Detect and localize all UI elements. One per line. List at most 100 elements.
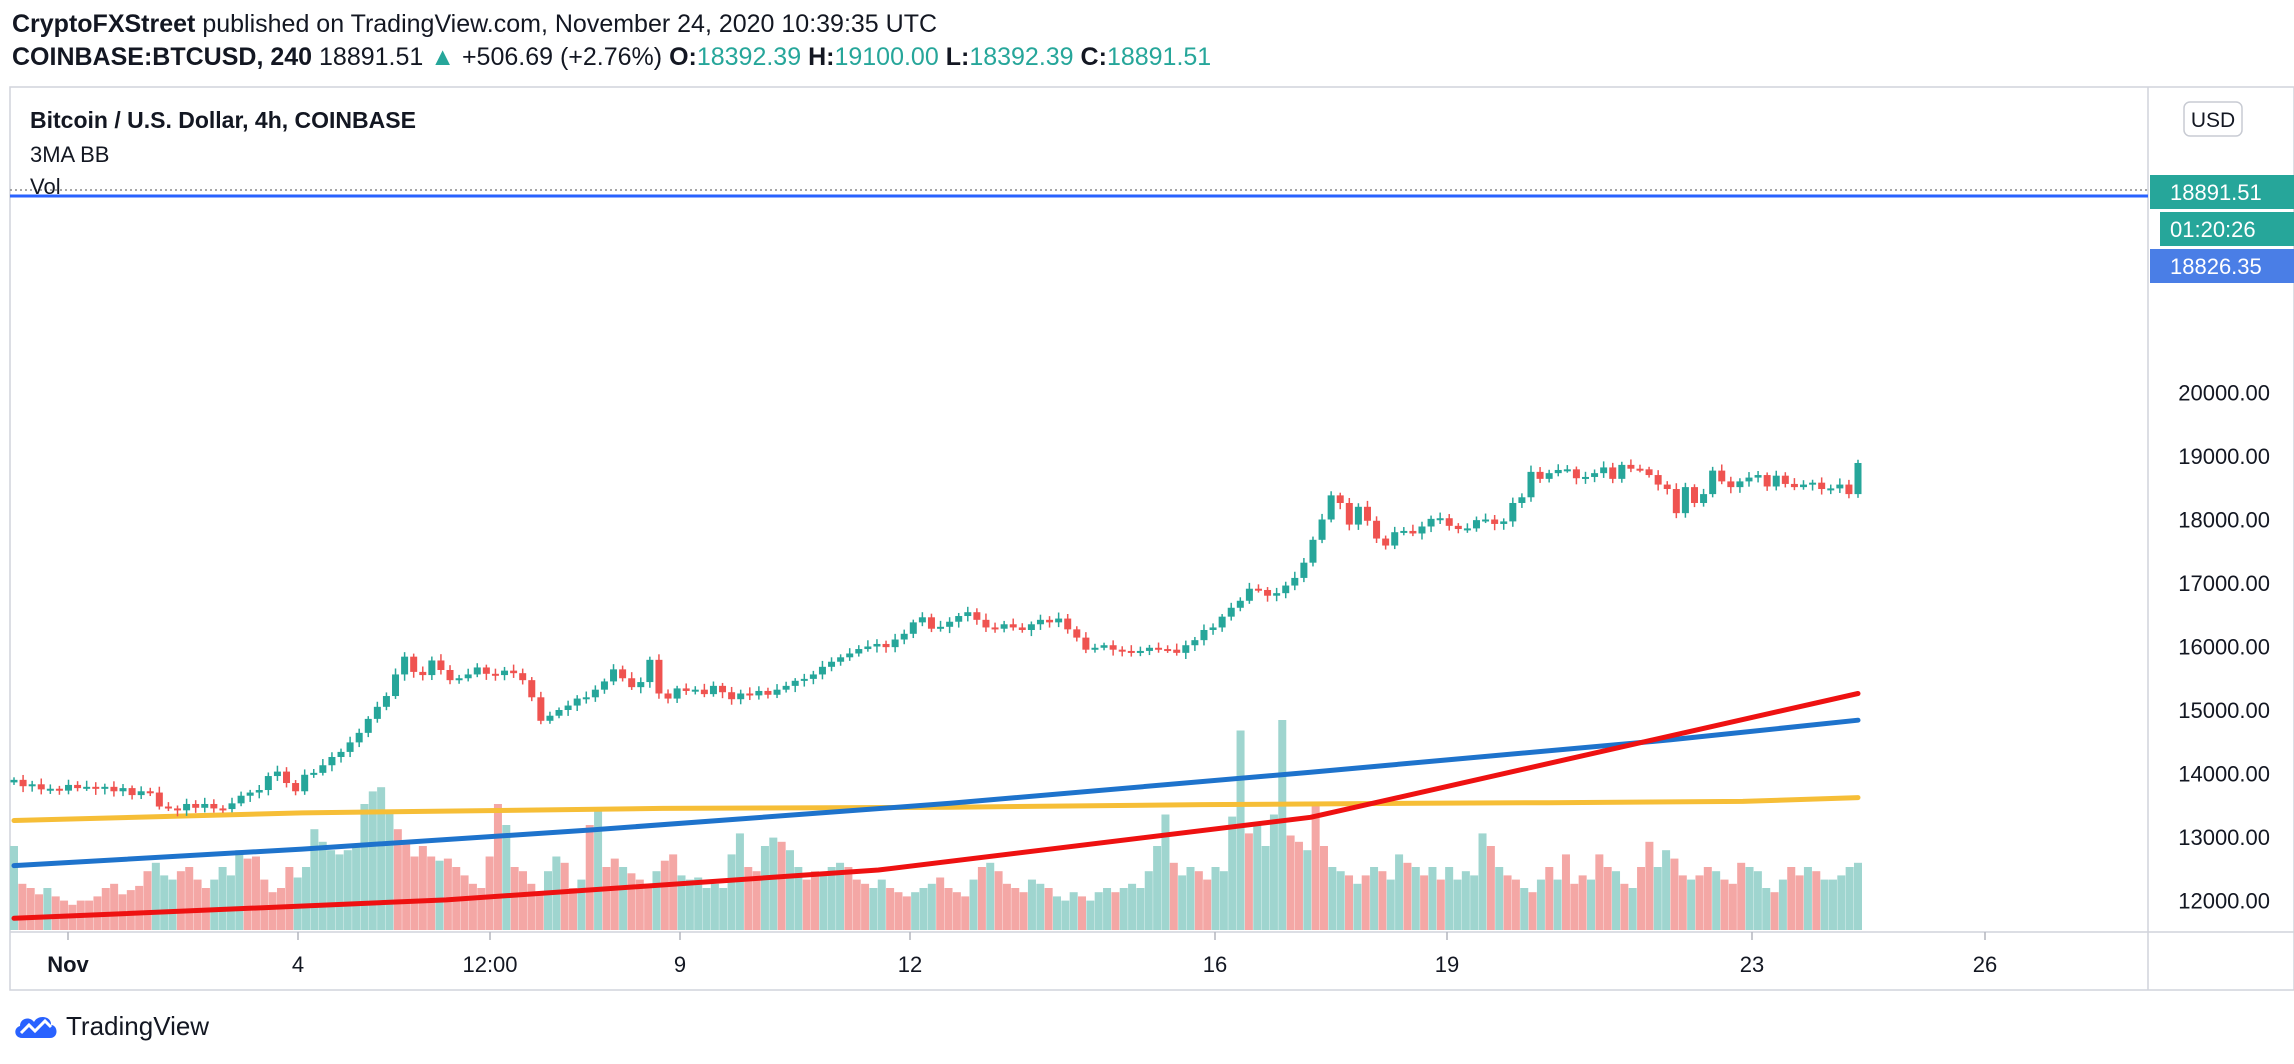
countdown-badge: 01:20:26 [2160,212,2294,246]
volume-bar [569,888,578,930]
candle-body [455,678,463,681]
candle-body [1264,589,1272,596]
reference-price-label: 18826.35 [2170,254,2262,279]
price-axis[interactable]: 12000.00 13000.00 14000.00 15000.00 16000.00… [2178,381,2270,914]
volume-bar [1486,846,1495,930]
candle-body [773,689,781,695]
candle-body [737,693,745,700]
candle [619,665,627,682]
tradingview-logo[interactable]: TradingView [12,1010,209,1042]
volume-bar [1495,867,1504,930]
candle-body [764,690,772,695]
volume-bar [1261,846,1270,930]
candle-body [473,667,481,675]
candle-body [1663,484,1671,490]
time-axis[interactable]: Nov 4 12:00 9 12 16 19 23 26 [47,932,1997,977]
candle-body [1618,464,1626,479]
candle [673,685,681,703]
candle-body [264,776,272,791]
candle-body [210,803,218,809]
candle [74,781,82,792]
candle [1363,500,1371,526]
volume-bar [360,804,369,930]
candle-body [1672,489,1680,514]
candle-body [1000,624,1008,629]
candle-body [882,643,890,648]
candle-body [537,697,545,721]
candle [155,786,163,810]
ma-mid-line[interactable] [11,717,1861,869]
ma-fast-line[interactable] [11,795,1861,823]
volume-bar [1294,841,1303,930]
candle [1127,645,1135,657]
candle [201,797,209,813]
currency-badge-box [2183,101,2243,137]
candle [1300,557,1308,583]
candle [1745,472,1753,487]
volume-bar [1503,875,1512,930]
volume-bar [861,883,870,930]
candle-body [292,783,300,792]
candle-body [1809,482,1817,485]
volume-bar [969,879,978,930]
candle [1264,587,1272,602]
volume-bar [35,894,44,930]
volume-bar [1428,867,1437,930]
candle-body [682,688,690,691]
candle [937,620,945,632]
legend-indicator-ma[interactable]: 3MA BB [30,142,109,167]
legend-title: Bitcoin / U.S. Dollar, 4h, COINBASE [30,107,416,133]
volume-bar [235,850,244,930]
candle [1845,479,1853,499]
candle-body [1391,532,1399,546]
volume-bar [944,888,953,930]
candle-body [964,612,972,617]
candle-body [909,622,917,634]
ma-slow-line[interactable] [11,691,1861,921]
candle-body [582,697,590,700]
volume-bar [1445,867,1454,930]
price-tick-label: 13000.00 [2178,825,2270,850]
candle-body [1700,494,1708,503]
candle-body [1472,520,1480,529]
volume-bar [51,896,60,930]
candle-body [1182,645,1190,653]
candle-body [1136,650,1144,653]
volume-bar [1361,875,1370,930]
candle [1563,465,1571,473]
candle-body [1563,469,1571,472]
candle [1554,464,1562,477]
volume-bar [986,862,995,930]
candle [482,664,490,680]
candle [746,687,754,701]
candle-body [1009,624,1017,628]
open-label: O: [669,43,697,71]
candle-body [1155,647,1163,650]
volume-bar [1286,835,1295,930]
candle-body [55,788,63,791]
volume-bar [1561,854,1570,930]
last-price-badge: 18891.51 [2150,175,2294,209]
candle [1336,492,1344,510]
candle [382,692,390,711]
candle [1591,469,1599,483]
candle-body [1600,467,1608,474]
candle-body [355,732,363,743]
volume-bar [135,885,144,930]
candle [1572,466,1580,485]
candle [691,686,699,695]
candle-body [37,784,45,790]
candle [392,668,400,699]
candle-body [1164,649,1172,652]
candle-body [664,693,672,699]
candle [292,780,300,796]
author-name[interactable]: CryptoFXStreet [12,10,196,38]
volume-bar [994,871,1003,930]
candle [546,711,554,724]
currency-badge[interactable]: USD [2183,101,2243,137]
candle [1064,613,1072,634]
volume-bar [727,854,736,930]
candle-body [1254,588,1262,591]
legend-indicator-vol[interactable]: Vol [30,174,61,199]
